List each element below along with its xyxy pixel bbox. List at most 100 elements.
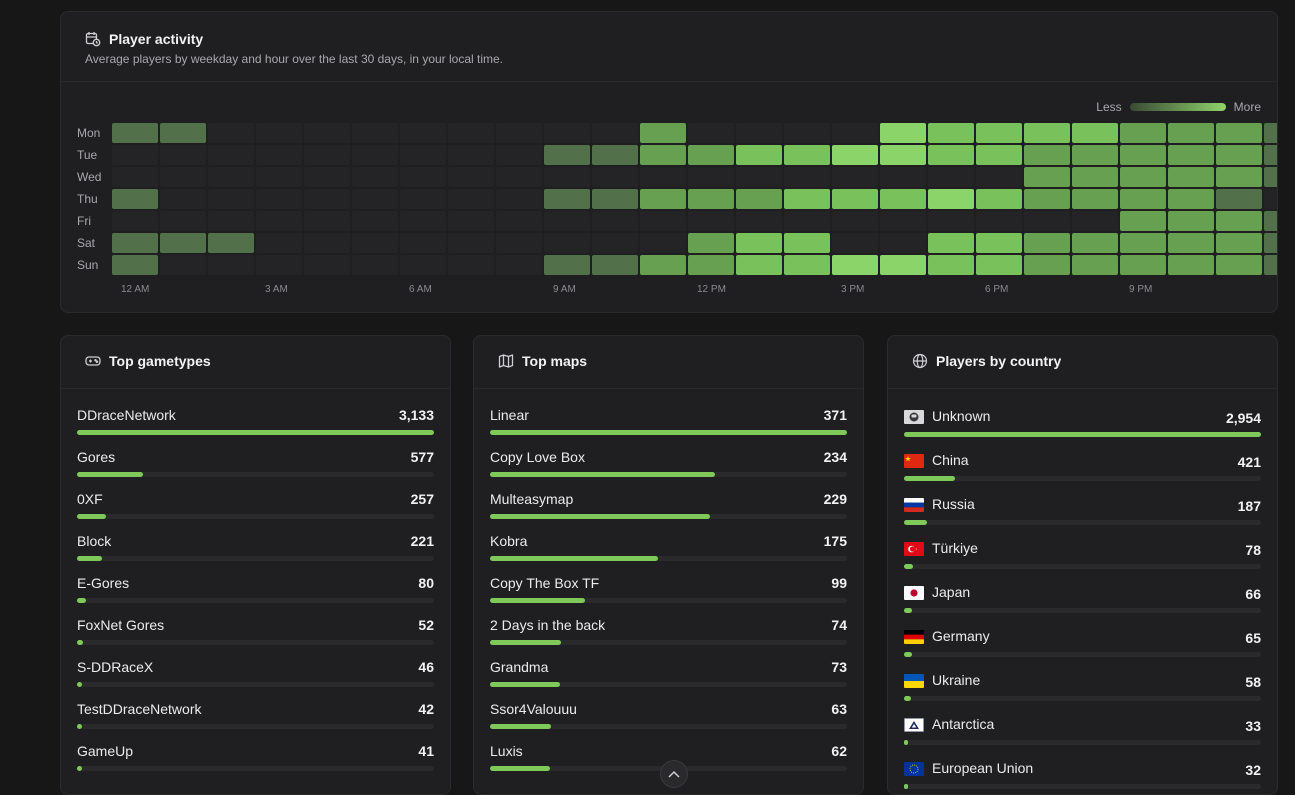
list-item[interactable]: S-DDRaceX 46: [77, 658, 434, 700]
heatmap-cell[interactable]: [400, 211, 446, 231]
heatmap-cell[interactable]: [112, 189, 158, 209]
heatmap-cell[interactable]: [160, 145, 206, 165]
heatmap-cell[interactable]: [640, 233, 686, 253]
heatmap-cell[interactable]: [496, 123, 542, 143]
heatmap-cell[interactable]: [1216, 189, 1262, 209]
list-item[interactable]: Ssor4Valouuu 63: [490, 700, 847, 742]
heatmap-cell[interactable]: [352, 189, 398, 209]
heatmap-cell[interactable]: [976, 189, 1022, 209]
heatmap-cell[interactable]: [928, 123, 974, 143]
heatmap-cell[interactable]: [688, 233, 734, 253]
heatmap-cell[interactable]: [880, 123, 926, 143]
heatmap-cell[interactable]: [928, 233, 974, 253]
list-item[interactable]: Japan 66: [904, 582, 1261, 626]
heatmap-cell[interactable]: [592, 123, 638, 143]
list-item[interactable]: Kobra 175: [490, 532, 847, 574]
heatmap-cell[interactable]: [304, 123, 350, 143]
heatmap-cell[interactable]: [112, 145, 158, 165]
heatmap-cell[interactable]: [832, 123, 878, 143]
heatmap-cell[interactable]: [304, 233, 350, 253]
heatmap-cell[interactable]: [784, 255, 830, 275]
heatmap-cell[interactable]: [496, 189, 542, 209]
heatmap-cell[interactable]: [832, 233, 878, 253]
list-item[interactable]: E-Gores 80: [77, 574, 434, 616]
heatmap-cell[interactable]: [112, 167, 158, 187]
heatmap-cell[interactable]: [976, 145, 1022, 165]
heatmap-cell[interactable]: [688, 123, 734, 143]
heatmap-cell[interactable]: [1216, 233, 1262, 253]
heatmap-cell[interactable]: [736, 167, 782, 187]
heatmap-cell[interactable]: [1072, 167, 1118, 187]
heatmap-cell[interactable]: [448, 255, 494, 275]
heatmap-cell[interactable]: [1024, 233, 1070, 253]
heatmap-cell[interactable]: [1216, 255, 1262, 275]
heatmap-cell[interactable]: [832, 211, 878, 231]
heatmap-cell[interactable]: [1168, 233, 1214, 253]
heatmap-cell[interactable]: [736, 145, 782, 165]
heatmap-cell[interactable]: [112, 123, 158, 143]
heatmap-cell[interactable]: [592, 211, 638, 231]
heatmap-cell[interactable]: [592, 167, 638, 187]
heatmap-cell[interactable]: [208, 123, 254, 143]
heatmap-cell[interactable]: [1072, 233, 1118, 253]
heatmap-cell[interactable]: [640, 189, 686, 209]
heatmap-cell[interactable]: [1264, 233, 1277, 253]
list-item[interactable]: Block 221: [77, 532, 434, 574]
heatmap-cell[interactable]: [496, 145, 542, 165]
heatmap-cell[interactable]: [784, 189, 830, 209]
heatmap-cell[interactable]: [448, 123, 494, 143]
heatmap-cell[interactable]: [1024, 189, 1070, 209]
heatmap-cell[interactable]: [448, 233, 494, 253]
heatmap-cell[interactable]: [448, 167, 494, 187]
heatmap-cell[interactable]: [640, 211, 686, 231]
heatmap-cell[interactable]: [1072, 145, 1118, 165]
heatmap-cell[interactable]: [1264, 145, 1277, 165]
heatmap-cell[interactable]: [688, 167, 734, 187]
list-item[interactable]: DDraceNetwork 3,133: [77, 406, 434, 448]
list-item[interactable]: Antarctica 33: [904, 714, 1261, 758]
heatmap-cell[interactable]: [112, 255, 158, 275]
heatmap-cell[interactable]: [112, 233, 158, 253]
heatmap-cell[interactable]: [208, 189, 254, 209]
heatmap-cell[interactable]: [400, 233, 446, 253]
heatmap-cell[interactable]: [112, 211, 158, 231]
heatmap-cell[interactable]: [1024, 167, 1070, 187]
list-item[interactable]: 2 Days in the back 74: [490, 616, 847, 658]
heatmap-cell[interactable]: [592, 145, 638, 165]
heatmap-cell[interactable]: [448, 189, 494, 209]
heatmap-cell[interactable]: [976, 211, 1022, 231]
heatmap-cell[interactable]: [304, 167, 350, 187]
heatmap-cell[interactable]: [1024, 211, 1070, 231]
heatmap-cell[interactable]: [592, 233, 638, 253]
heatmap-cell[interactable]: [544, 211, 590, 231]
list-item[interactable]: Linear 371: [490, 406, 847, 448]
heatmap-cell[interactable]: [592, 189, 638, 209]
heatmap-cell[interactable]: [1120, 167, 1166, 187]
heatmap-cell[interactable]: [448, 145, 494, 165]
heatmap-cell[interactable]: [1168, 167, 1214, 187]
heatmap-cell[interactable]: [400, 145, 446, 165]
heatmap-cell[interactable]: [736, 123, 782, 143]
heatmap-cell[interactable]: [160, 167, 206, 187]
list-item[interactable]: Copy The Box TF 99: [490, 574, 847, 616]
heatmap-cell[interactable]: [1168, 255, 1214, 275]
list-item[interactable]: Copy Love Box 234: [490, 448, 847, 490]
heatmap-cell[interactable]: [928, 211, 974, 231]
heatmap-cell[interactable]: [736, 255, 782, 275]
list-item[interactable]: China 421: [904, 450, 1261, 494]
heatmap-cell[interactable]: [544, 233, 590, 253]
heatmap-cell[interactable]: [640, 167, 686, 187]
heatmap-cell[interactable]: [784, 211, 830, 231]
heatmap-cell[interactable]: [544, 123, 590, 143]
heatmap-cell[interactable]: [880, 189, 926, 209]
heatmap-cell[interactable]: [352, 167, 398, 187]
heatmap-cell[interactable]: [688, 145, 734, 165]
heatmap-cell[interactable]: [544, 189, 590, 209]
heatmap-cell[interactable]: [688, 189, 734, 209]
heatmap-cell[interactable]: [1072, 123, 1118, 143]
heatmap-cell[interactable]: [1216, 145, 1262, 165]
list-item[interactable]: European Union 32: [904, 758, 1261, 794]
heatmap-cell[interactable]: [256, 255, 302, 275]
heatmap-cell[interactable]: [976, 167, 1022, 187]
heatmap-cell[interactable]: [1120, 233, 1166, 253]
